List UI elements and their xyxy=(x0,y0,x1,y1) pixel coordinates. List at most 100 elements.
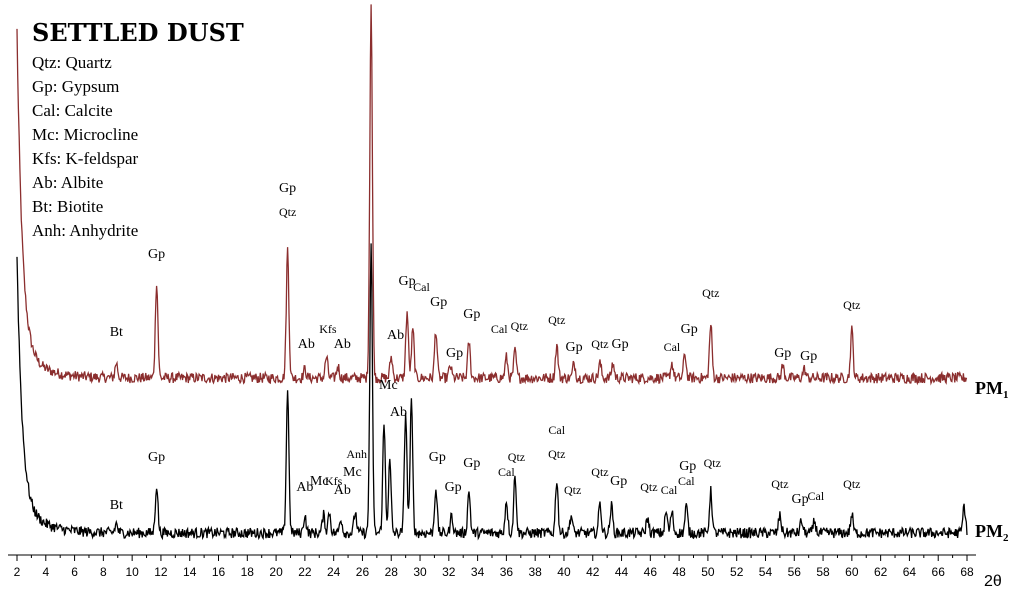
peak-label: Gp xyxy=(774,346,791,361)
peak-label: Qtz xyxy=(511,319,528,333)
peak-label: Anh xyxy=(346,447,367,461)
legend-item: Kfs: K-feldspar xyxy=(32,149,139,168)
x-tick-label: 32 xyxy=(442,565,456,579)
peak-label: Gp xyxy=(279,181,296,196)
peak-label: Qtz xyxy=(548,313,565,327)
legend-item: Qtz: Quartz xyxy=(32,53,112,72)
legend-item: Anh: Anhydrite xyxy=(32,221,138,240)
x-tick-label: 54 xyxy=(759,565,773,579)
x-tick-label: 14 xyxy=(183,565,197,579)
peak-label: Cal xyxy=(491,322,508,336)
peak-label: Qtz xyxy=(591,465,608,479)
x-tick-label: 6 xyxy=(71,565,78,579)
x-tick-label: 26 xyxy=(356,565,370,579)
peak-label: Gp xyxy=(565,340,582,355)
peak-label: Mc xyxy=(379,378,398,393)
x-tick-label: 4 xyxy=(42,565,49,579)
peak-label: Gp xyxy=(610,474,627,489)
x-tick-label: 34 xyxy=(471,565,485,579)
peak-label: Gp xyxy=(445,480,462,495)
peak-label: Qtz xyxy=(704,456,721,470)
x-tick-label: 48 xyxy=(672,565,686,579)
x-tick-label: 62 xyxy=(874,565,888,579)
x-tick-label: 42 xyxy=(586,565,600,579)
x-tick-label: 58 xyxy=(816,565,830,579)
x-tick-label: 12 xyxy=(154,565,168,579)
series-label-pm1: PM1 xyxy=(975,378,1008,401)
peak-label: Bt xyxy=(110,498,123,513)
peak-label: Qtz xyxy=(548,447,565,461)
peak-label: Ab xyxy=(298,337,315,352)
x-tick-label: 56 xyxy=(788,565,802,579)
x-ticks: 2 4 6 8 10 12 14 16 18 20 22 24 26 28 30 32 34 36 38 40 42 44… xyxy=(14,555,974,579)
x-axis-label: 2θ xyxy=(984,573,1002,590)
peak-label: Gp xyxy=(463,456,480,471)
peak-label: Ab xyxy=(387,328,404,343)
peak-label: Gp xyxy=(800,349,817,364)
x-tick-label: 22 xyxy=(298,565,312,579)
peak-annotations: BtGpGpQtzAbKfsAbQtzAbGpCalGpGpGpCalQtzQt… xyxy=(110,181,861,513)
peak-label: Kfs xyxy=(325,474,343,488)
peak-label: Cal xyxy=(661,483,678,497)
chart-title-group: SETTLED DUST xyxy=(32,18,244,47)
peak-label: Gp xyxy=(681,322,698,337)
peak-label: Cal xyxy=(664,340,681,354)
legend-item: Ab: Albite xyxy=(32,173,103,192)
peak-label: Cal xyxy=(548,423,565,437)
peak-label: Ab xyxy=(390,405,407,420)
peak-label: Gp xyxy=(463,307,480,322)
legend-item: Mc: Microcline xyxy=(32,125,138,144)
x-tick-label: 30 xyxy=(413,565,427,579)
x-tick-label: 52 xyxy=(730,565,744,579)
legend-item: Cal: Calcite xyxy=(32,101,113,120)
x-tick-label: 66 xyxy=(932,565,946,579)
peak-label: Qtz xyxy=(771,477,788,491)
peak-label: Gp xyxy=(429,450,446,465)
x-tick-label: 60 xyxy=(845,565,859,579)
series-label-pm2: PM2 xyxy=(975,521,1009,544)
traces xyxy=(16,4,968,541)
peak-label: Gp xyxy=(148,450,165,465)
x-tick-label: 46 xyxy=(644,565,658,579)
peak-label: Qtz xyxy=(640,480,657,494)
peak-label: Qtz xyxy=(508,450,525,464)
peak-label: Qtz xyxy=(564,483,581,497)
chart-title: SETTLED DUST xyxy=(32,18,244,47)
peak-label: Gp xyxy=(430,295,447,310)
x-tick-label: 24 xyxy=(327,565,341,579)
x-tick-label: 44 xyxy=(615,565,629,579)
series-line-pm1 xyxy=(16,4,968,386)
x-axis: 2 4 6 8 10 12 14 16 18 20 22 24 26 28 30 32 34 36 38 40 42 44… xyxy=(8,554,1002,590)
x-tick-label: 18 xyxy=(241,565,255,579)
peak-label: Qtz xyxy=(279,205,296,219)
legend-item: Bt: Biotite xyxy=(32,197,103,216)
x-tick-label: 16 xyxy=(212,565,226,579)
peak-label: Mc xyxy=(343,465,362,480)
peak-label: Gp xyxy=(679,459,696,474)
peak-label: Cal xyxy=(678,474,695,488)
peak-label: Ab xyxy=(334,483,351,498)
x-tick-label: 36 xyxy=(500,565,514,579)
x-tick-label: 40 xyxy=(557,565,571,579)
peak-label: Qtz xyxy=(591,337,608,351)
x-tick-label: 20 xyxy=(269,565,283,579)
peak-label: Ab xyxy=(334,337,351,352)
legend-item: Gp: Gypsum xyxy=(32,77,119,96)
series-labels: PM1 PM2 xyxy=(975,378,1009,544)
peak-label: Cal xyxy=(808,489,825,503)
x-tick-label: 2 xyxy=(14,565,21,579)
series-line-pm2 xyxy=(16,243,968,541)
peak-label: Cal xyxy=(498,465,515,479)
peak-label: Kfs xyxy=(319,322,337,336)
peak-label: Qtz xyxy=(843,298,860,312)
mineral-legend: Qtz: Quartz Gp: Gypsum Cal: Calcite Mc: … xyxy=(32,53,139,240)
peak-label: Gp xyxy=(148,247,165,262)
peak-label: Ab xyxy=(296,480,313,495)
peak-label: Cal xyxy=(413,280,430,294)
peak-label: Gp xyxy=(612,337,629,352)
peak-label: Qtz xyxy=(702,286,719,300)
peak-label: Mc xyxy=(310,474,329,489)
x-tick-label: 64 xyxy=(903,565,917,579)
peak-label: Gp xyxy=(399,274,416,289)
peak-label: Bt xyxy=(110,325,123,340)
